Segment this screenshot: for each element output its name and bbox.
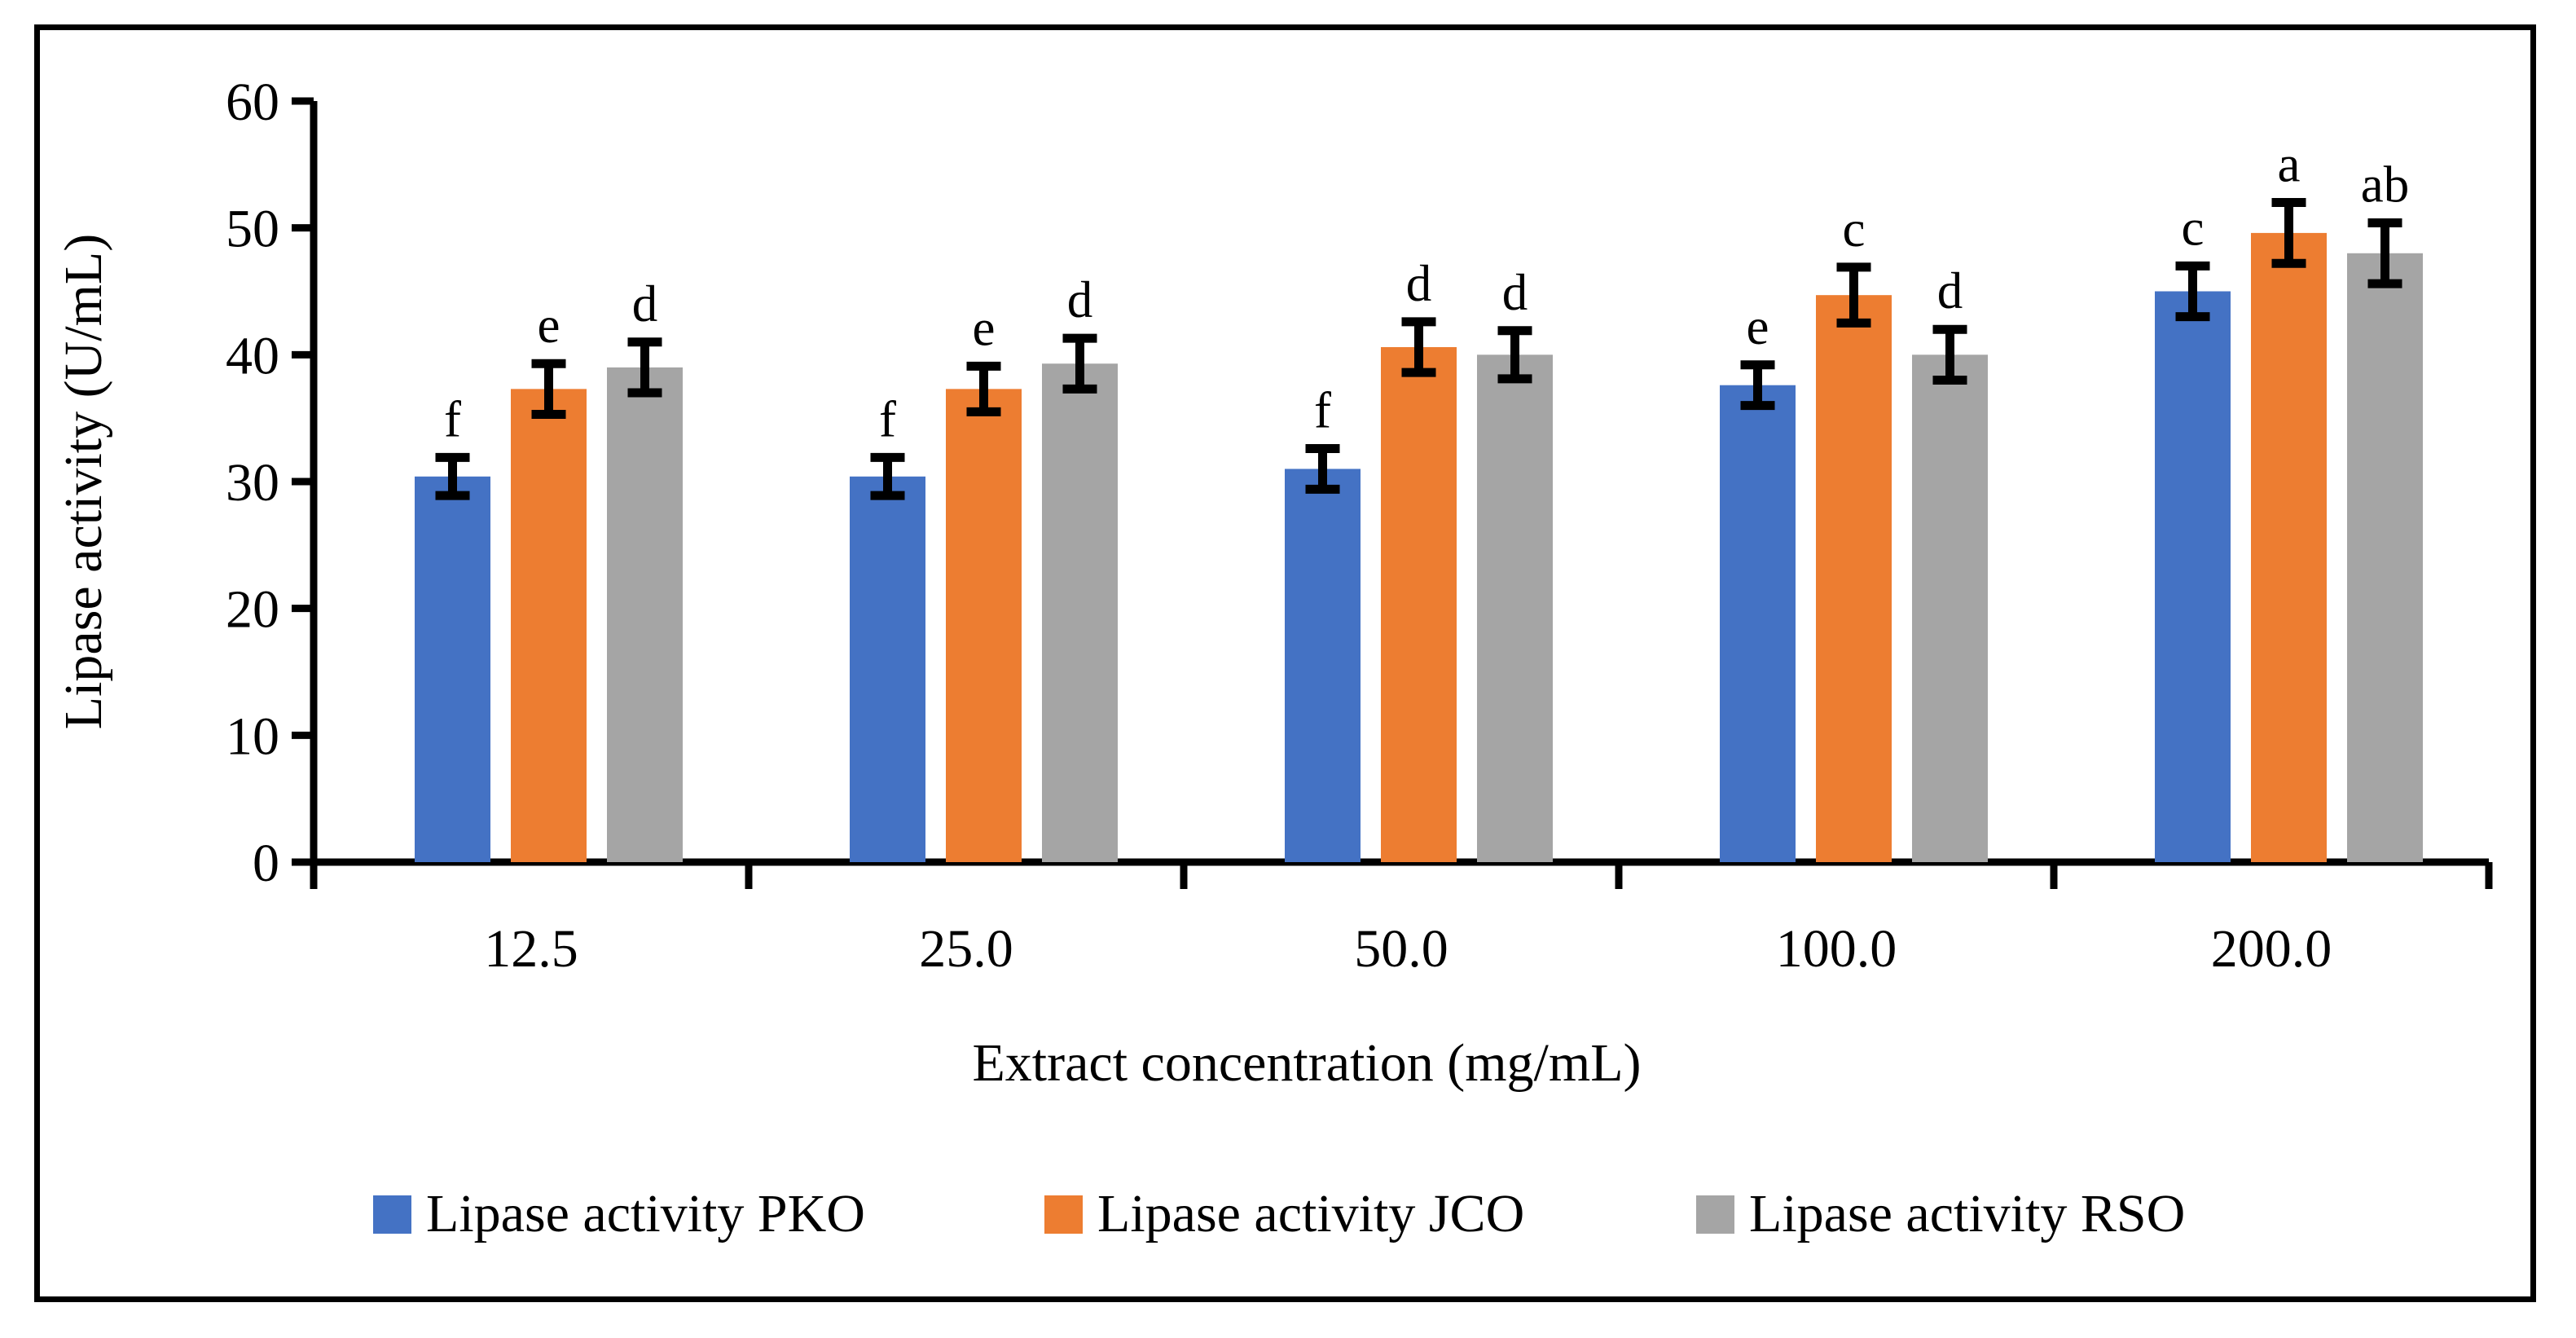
y-tick-label: 30 <box>226 453 279 513</box>
significance-letter: c <box>1843 200 1866 257</box>
significance-letter: d <box>1937 262 1963 319</box>
y-tick-label: 50 <box>226 200 279 259</box>
bar-rso-12.5 <box>607 367 683 862</box>
bar-jco-25.0 <box>946 389 1022 862</box>
bar-jco-50.0 <box>1381 346 1457 862</box>
significance-letter: d <box>632 275 658 332</box>
significance-letter: c <box>2182 199 2205 256</box>
significance-letter: e <box>538 297 560 354</box>
x-category-label: 25.0 <box>919 919 1013 979</box>
bar-rso-100.0 <box>1912 354 1988 862</box>
significance-letter: a <box>2278 136 2301 193</box>
bar-jco-100.0 <box>1816 295 1892 862</box>
x-axis-title: Extract concentration (mg/mL) <box>972 1033 1642 1093</box>
y-tick-label: 60 <box>226 73 279 132</box>
x-category-label: 100.0 <box>1776 919 1897 979</box>
significance-letter: ab <box>2361 156 2409 213</box>
significance-letter: d <box>1067 271 1093 328</box>
x-category-label: 12.5 <box>484 919 578 979</box>
bar-pko-100.0 <box>1720 385 1796 862</box>
y-axis-title: Lipase activity (U/mL) <box>54 233 113 730</box>
y-tick-label: 10 <box>226 706 279 766</box>
bar-pko-200.0 <box>2155 291 2231 862</box>
significance-letter: f <box>1314 382 1331 439</box>
bar-rso-50.0 <box>1477 354 1553 862</box>
significance-letter: e <box>1747 298 1769 355</box>
x-category-label: 200.0 <box>2211 919 2332 979</box>
y-tick-label: 20 <box>226 580 279 640</box>
bar-jco-12.5 <box>511 389 587 862</box>
y-tick-label: 40 <box>226 326 279 385</box>
bar-jco-200.0 <box>2251 232 2327 863</box>
figure-border <box>34 24 2536 1302</box>
bar-rso-200.0 <box>2347 253 2423 862</box>
significance-letter: f <box>879 390 896 447</box>
bar-pko-25.0 <box>850 476 925 862</box>
bar-rso-25.0 <box>1042 363 1118 863</box>
bar-pko-50.0 <box>1285 469 1361 862</box>
x-category-label: 50.0 <box>1354 919 1448 979</box>
significance-letter: d <box>1502 264 1528 321</box>
y-tick-label: 0 <box>253 834 279 893</box>
significance-letter: e <box>973 299 996 356</box>
significance-letter: d <box>1406 255 1432 312</box>
bar-pko-12.5 <box>415 476 490 862</box>
significance-letter: f <box>444 390 461 447</box>
